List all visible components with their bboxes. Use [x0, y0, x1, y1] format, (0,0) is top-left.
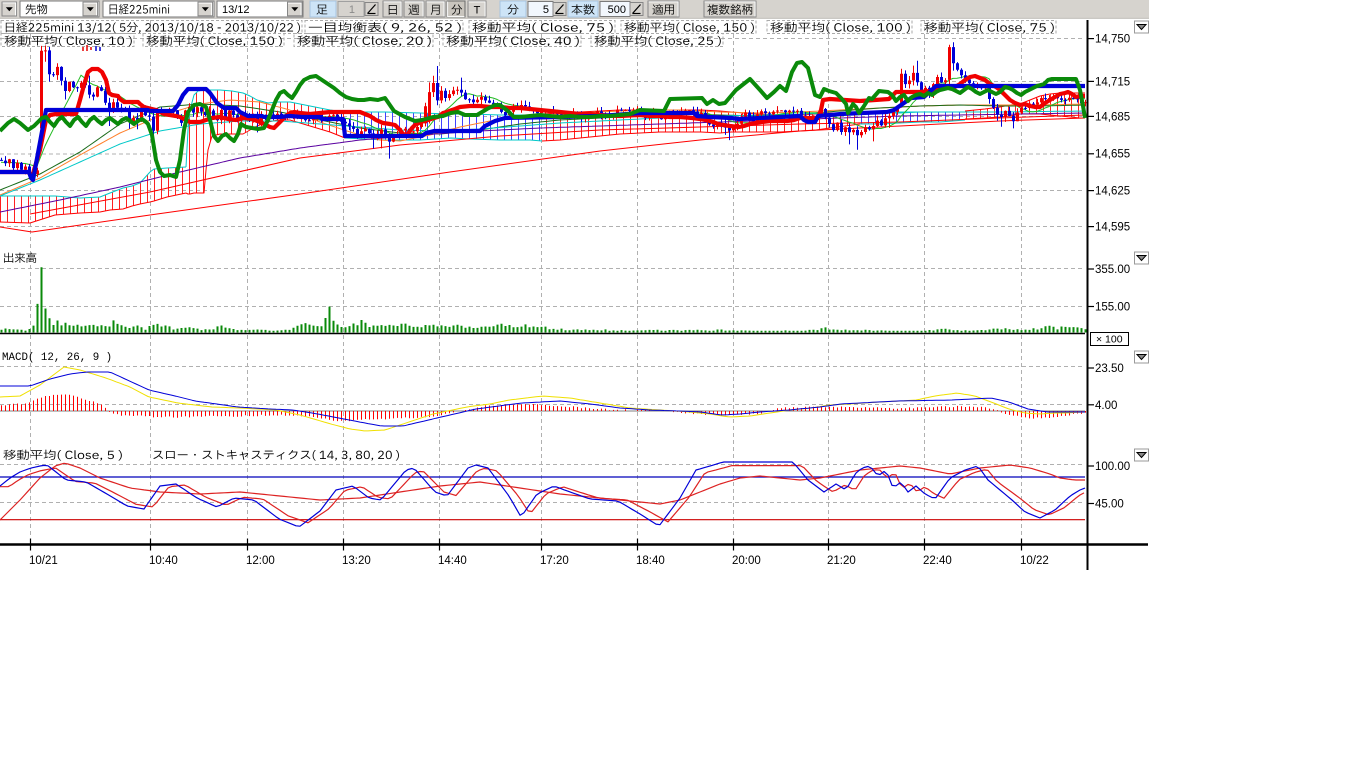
svg-text:14,685: 14,685	[1095, 111, 1130, 123]
svg-text:13:20: 13:20	[342, 555, 371, 567]
svg-text:22:40: 22:40	[923, 555, 952, 567]
svg-text:20:00: 20:00	[732, 555, 761, 567]
svg-text:500: 500	[608, 4, 626, 16]
svg-text:14,715: 14,715	[1095, 76, 1130, 88]
svg-text:5: 5	[543, 4, 549, 16]
svg-text:14,750: 14,750	[1095, 34, 1130, 46]
svg-text:355.00: 355.00	[1095, 264, 1130, 276]
svg-text:10:40: 10:40	[149, 555, 178, 567]
svg-text:10/21: 10/21	[29, 555, 58, 567]
svg-text:23.50: 23.50	[1095, 363, 1124, 375]
svg-text:14,655: 14,655	[1095, 149, 1130, 161]
svg-text:4.00: 4.00	[1095, 400, 1117, 412]
svg-text:T: T	[474, 5, 481, 17]
svg-text:12:00: 12:00	[246, 555, 275, 567]
svg-text:155.00: 155.00	[1095, 302, 1130, 314]
svg-text:14,595: 14,595	[1095, 222, 1130, 234]
svg-text:14:40: 14:40	[438, 555, 467, 567]
svg-text:10/22: 10/22	[1020, 555, 1049, 567]
svg-text:18:40: 18:40	[636, 555, 665, 567]
svg-text:14,625: 14,625	[1095, 186, 1130, 198]
svg-text:MACD( 12, 26, 9 ): MACD( 12, 26, 9 )	[2, 352, 112, 364]
svg-text:100.00: 100.00	[1095, 461, 1130, 473]
svg-text:× 100: × 100	[1096, 334, 1123, 346]
svg-text:17:20: 17:20	[540, 555, 569, 567]
svg-text:45.00: 45.00	[1095, 499, 1124, 511]
svg-text:13/12: 13/12	[222, 4, 250, 16]
svg-text:21:20: 21:20	[827, 555, 856, 567]
svg-text:1: 1	[349, 4, 355, 16]
